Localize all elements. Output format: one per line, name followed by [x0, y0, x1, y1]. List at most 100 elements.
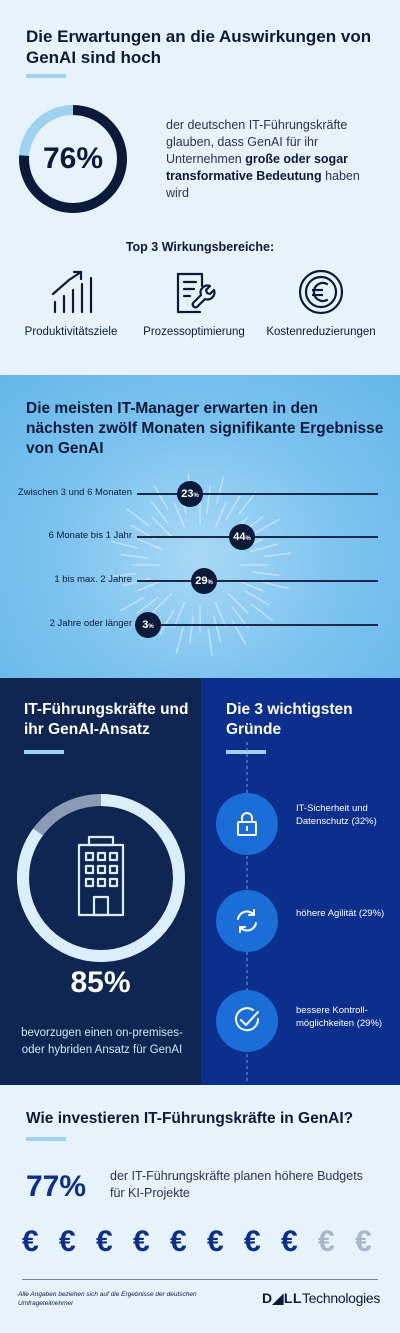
euro-symbol-filled: € — [133, 1225, 150, 1258]
area-cost: Kostenreduzierungen — [256, 268, 386, 338]
sunburst-ray — [214, 501, 227, 529]
sunburst-ray — [110, 540, 139, 550]
timeline-row: Zwischen 3 und 6 Monaten 23% — [0, 481, 400, 507]
area-label: Produktivitätsziele — [24, 326, 118, 338]
top3-heading: Top 3 Wirkungsbereiche: — [125, 240, 275, 254]
reason-icon-circle — [216, 890, 278, 952]
section-timeline: Die meisten IT-Manager erwarten in den n… — [0, 375, 400, 678]
sunburst-ray — [136, 579, 164, 592]
timeline-label: 6 Monate bis 1 Jahr — [48, 530, 132, 541]
document-wrench-icon — [176, 272, 216, 314]
stat-value-85: 85% — [70, 966, 131, 999]
timeline-row: 1 bis max. 2 Jahre 29% — [0, 568, 400, 594]
euro-symbol-filled: € — [96, 1225, 113, 1258]
sunburst-ray — [153, 484, 169, 510]
sunburst-ray — [151, 592, 173, 614]
check-circle-icon — [235, 1007, 260, 1032]
timeline-line — [137, 624, 378, 626]
area-process: Prozessoptimierung — [129, 268, 259, 338]
timeline-line — [137, 493, 378, 495]
sunburst-ray — [188, 616, 194, 645]
building-icon — [77, 835, 125, 917]
euro-symbol-filled: € — [244, 1225, 261, 1258]
reason-label: IT-Sicherheit und Datenschutz (32%) — [296, 803, 377, 827]
footer-divider — [22, 1279, 378, 1280]
stat-description: der deutschen IT-Führungskräfte glauben,… — [166, 117, 376, 202]
euro-symbol-filled: € — [281, 1225, 298, 1258]
sunburst-ray — [238, 491, 257, 515]
area-productivity: Produktivitätsziele — [6, 268, 136, 338]
reason-label: höhere Agilität (29%) — [296, 908, 385, 919]
stat-ring-85 — [17, 794, 185, 962]
desc-bold: große oder sogar transformative Bedeutun… — [166, 152, 349, 183]
euro-symbol-filled: € — [207, 1225, 224, 1258]
timeline-label: 1 bis max. 2 Jahre — [54, 574, 132, 585]
sunburst-ray — [207, 628, 213, 657]
sunburst-ray — [227, 592, 249, 614]
timeline-label: Zwischen 3 und 6 Monaten — [17, 487, 132, 498]
euro-symbol-faded: € — [355, 1225, 372, 1258]
chart-growth-icon — [51, 270, 93, 314]
section4-title: Wie investieren IT-Führungskräfte in Gen… — [26, 1110, 354, 1127]
sunburst-ray — [263, 552, 292, 558]
sunburst-ray — [261, 580, 290, 590]
reason-icon-circle — [216, 990, 278, 1052]
timeline-marker: 23% — [177, 481, 203, 507]
sunburst-ray — [249, 543, 278, 553]
sunburst-ray — [225, 495, 241, 521]
section1-title: Die Erwartungen an die Auswirkungen von … — [26, 27, 372, 67]
timeline-row: 6 Monate bis 1 Jahr 44% — [0, 524, 400, 550]
sunburst-decoration — [108, 473, 292, 657]
euro-symbol-faded: € — [318, 1225, 335, 1258]
sunburst-ray — [175, 626, 185, 655]
euro-symbol-filled: € — [170, 1225, 187, 1258]
sunburst-ray — [255, 518, 281, 534]
timeline-line — [137, 580, 378, 582]
sunburst-ray — [151, 516, 173, 538]
stat-value-76: 76% — [42, 142, 104, 175]
section2-title: Die meisten IT-Manager erwarten in den n… — [26, 400, 384, 457]
euro-symbol-filled: € — [59, 1225, 76, 1258]
reason-label: bessere Kontroll-möglichkeiten (29%) — [296, 1005, 383, 1029]
timeline-row: 2 Jahre oder länger 3% — [0, 612, 400, 638]
timeline-marker: 29% — [191, 568, 217, 594]
sunburst-ray — [212, 614, 222, 643]
stat-description-85: bevorzugen einen on-premises- oder hybri… — [21, 1027, 183, 1056]
approach-title: IT-Führungskräfte und ihr GenAI-Ansatz — [24, 701, 189, 738]
timeline-marker: 3% — [135, 612, 161, 638]
refresh-icon — [237, 909, 257, 933]
timeline-line — [137, 536, 378, 538]
sunburst-ray — [251, 571, 280, 577]
sunburst-ray — [122, 577, 151, 587]
timeline-label: 2 Jahre oder länger — [49, 618, 132, 629]
sunburst-ray — [119, 596, 145, 612]
title-accent-bar — [26, 74, 66, 78]
sunburst-ray — [236, 579, 264, 592]
area-label: Kostenreduzierungen — [266, 326, 376, 338]
sunburst-ray — [215, 475, 225, 504]
footer-note: Alle Angaben beziehen sich auf die Ergeb… — [18, 1291, 197, 1307]
dell-technologies-logo: D◢LLTechnologies — [262, 1290, 381, 1306]
euro-coin-icon — [298, 269, 344, 315]
stat-ring-76 — [19, 105, 127, 213]
sunburst-ray — [214, 601, 227, 629]
sunburst-ray — [108, 572, 137, 578]
stat-value-77: 77% — [26, 1170, 87, 1203]
section-approach — [0, 678, 201, 1085]
lock-icon — [237, 812, 257, 836]
reasons-title: Die 3 wichtigsten Gründe — [226, 701, 353, 738]
area-label: Prozessoptimierung — [143, 326, 245, 338]
section-investment — [0, 1085, 400, 1333]
title-accent-bar — [26, 1137, 66, 1141]
title-accent-bar — [24, 750, 64, 754]
sunburst-ray — [173, 601, 186, 629]
euro-symbol-filled: € — [22, 1225, 39, 1258]
sunburst-ray — [136, 596, 160, 615]
sunburst-ray — [250, 603, 274, 622]
sunburst-ray — [150, 501, 169, 525]
desc-plain: der deutschen IT-Führungskräfte glauben,… — [166, 118, 348, 166]
desc-end: haben wird — [166, 169, 360, 200]
sunburst-ray — [173, 501, 186, 529]
sunburst-ray — [136, 538, 164, 551]
sunburst-ray — [206, 485, 212, 514]
